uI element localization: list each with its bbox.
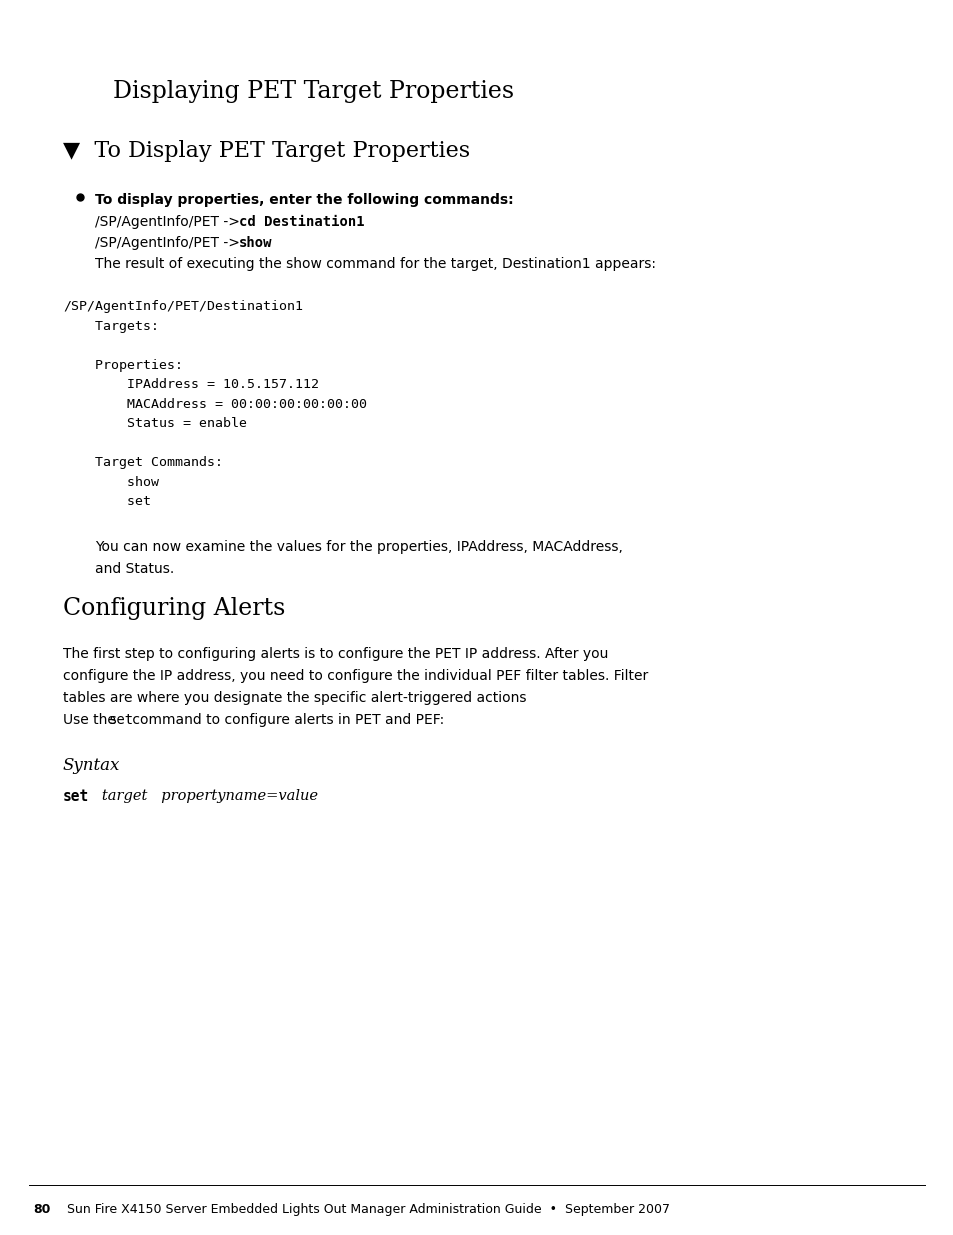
Text: 80: 80: [33, 1203, 51, 1216]
Text: tables are where you designate the specific alert-triggered actions: tables are where you designate the speci…: [63, 692, 526, 705]
Text: target   propertyname=value: target propertyname=value: [88, 789, 317, 803]
Text: /SP/AgentInfo/PET/Destination1: /SP/AgentInfo/PET/Destination1: [63, 300, 303, 312]
Text: /SP/AgentInfo/PET ->: /SP/AgentInfo/PET ->: [95, 236, 244, 249]
Text: ▼  To Display PET Target Properties: ▼ To Display PET Target Properties: [63, 140, 470, 162]
Text: Displaying PET Target Properties: Displaying PET Target Properties: [112, 80, 514, 103]
Text: Sun Fire X4150 Server Embedded Lights Out Manager Administration Guide  •  Septe: Sun Fire X4150 Server Embedded Lights Ou…: [51, 1203, 669, 1216]
Text: IPAddress = 10.5.157.112: IPAddress = 10.5.157.112: [63, 378, 318, 391]
Text: Targets:: Targets:: [63, 320, 159, 332]
Text: The result of executing the show command for the target, Destination1 appears:: The result of executing the show command…: [95, 257, 656, 270]
Text: and Status.: and Status.: [95, 562, 174, 576]
Text: Use the: Use the: [63, 713, 120, 727]
Text: To display properties, enter the following commands:: To display properties, enter the followi…: [95, 193, 513, 207]
Text: configure the IP address, you need to configure the individual PEF filter tables: configure the IP address, you need to co…: [63, 669, 648, 683]
Text: MACAddress = 00:00:00:00:00:00: MACAddress = 00:00:00:00:00:00: [63, 398, 367, 410]
Text: Configuring Alerts: Configuring Alerts: [63, 597, 285, 620]
Text: Properties:: Properties:: [63, 358, 183, 372]
Text: The first step to configuring alerts is to configure the PET IP address. After y: The first step to configuring alerts is …: [63, 647, 608, 661]
Text: You can now examine the values for the properties, IPAddress, MACAddress,: You can now examine the values for the p…: [95, 540, 622, 555]
Text: set: set: [109, 713, 134, 727]
Text: cd Destination1: cd Destination1: [239, 215, 364, 228]
Text: show: show: [239, 236, 273, 249]
Text: set: set: [63, 495, 151, 508]
Text: command to configure alerts in PET and PEF:: command to configure alerts in PET and P…: [129, 713, 444, 727]
Text: Target Commands:: Target Commands:: [63, 456, 223, 469]
Text: Status = enable: Status = enable: [63, 417, 247, 430]
Text: set: set: [63, 789, 90, 804]
Text: /SP/AgentInfo/PET ->: /SP/AgentInfo/PET ->: [95, 215, 244, 228]
Text: Syntax: Syntax: [63, 757, 120, 774]
Text: show: show: [63, 475, 159, 489]
